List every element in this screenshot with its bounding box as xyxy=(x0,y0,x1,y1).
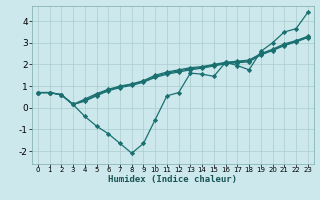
X-axis label: Humidex (Indice chaleur): Humidex (Indice chaleur) xyxy=(108,175,237,184)
